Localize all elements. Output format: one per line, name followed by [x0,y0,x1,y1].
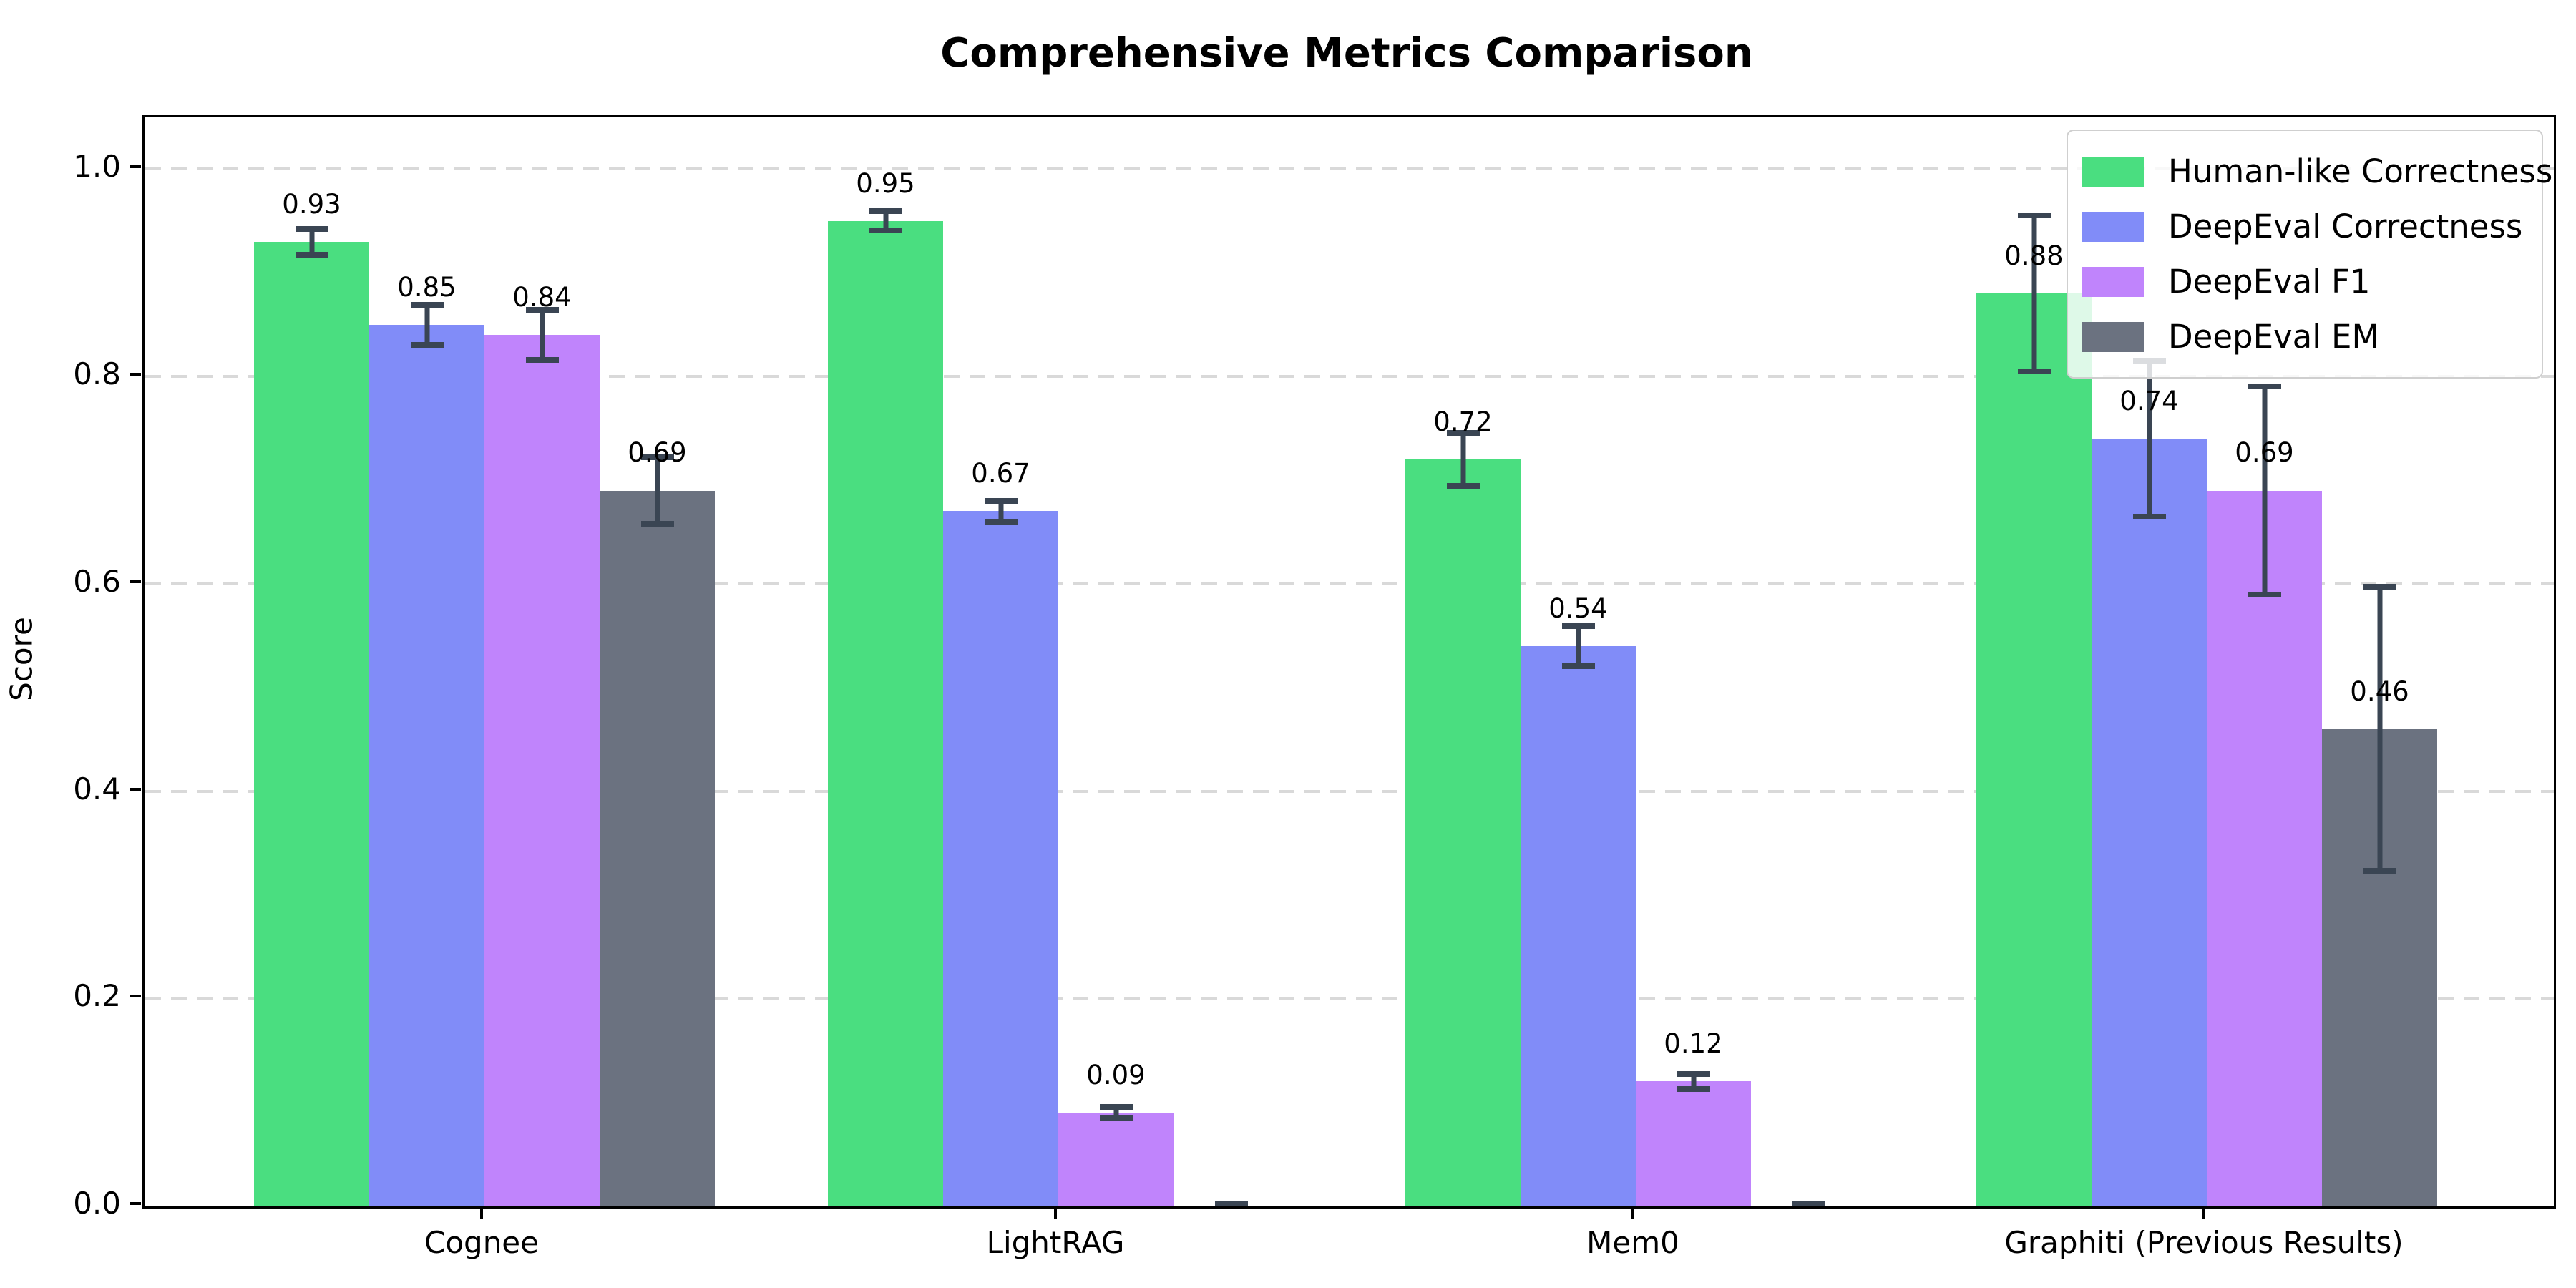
bar-value-label: 0.12 [1664,1028,1723,1060]
y-axis-tick [130,995,141,998]
gridline [145,167,2554,171]
y-tick-label: 0.6 [73,563,121,599]
bar-value-label: 0.72 [1433,406,1493,438]
error-bar [640,454,674,527]
y-axis-tick [130,580,141,583]
legend-swatch [2082,321,2144,352]
legend-item: DeepEval EM [2082,309,2527,364]
bar-deepeval-f1-graphiti-previous-results- [2207,490,2322,1206]
error-bar [295,226,328,258]
x-axis-tick [480,1207,483,1219]
legend-swatch [2082,156,2144,187]
bar-value-label: 0.54 [1548,592,1608,624]
y-tick-label: 0.8 [73,356,121,392]
error-bar [869,208,902,234]
x-axis-tick [2202,1207,2205,1219]
bar-deepeval-f1-mem0 [1636,1081,1751,1206]
error-bar [410,301,444,348]
x-axis-tick [1631,1207,1634,1219]
y-tick-label: 0.4 [73,771,121,806]
error-bar [1446,430,1480,489]
gridline [145,789,2554,793]
y-tick-label: 1.0 [73,149,121,185]
error-bar [1214,1200,1248,1206]
gridline [145,375,2554,379]
y-tick-label: 0.2 [73,978,121,1014]
y-axis-tick [130,165,141,169]
bar-deepeval-f1-cognee [484,335,600,1206]
legend-label: Human-like Correctness [2168,152,2553,190]
y-axis-tick [130,787,141,791]
bar-deepeval-em-cognee [600,490,715,1206]
bar-value-label: 0.84 [512,282,572,313]
bar-value-label: 0.88 [2004,240,2064,272]
y-axis-tick [130,373,141,376]
error-bar [2363,583,2396,874]
legend-item: DeepEval F1 [2082,254,2527,309]
bar-human-like-correctness-graphiti-previous-results- [1976,293,2092,1206]
bar-value-label: 0.67 [971,458,1030,489]
bar-value-label: 0.46 [2350,675,2409,707]
bar-deepeval-correctness-cognee [369,324,484,1206]
error-bar [1677,1070,1710,1092]
bar-value-label: 0.93 [282,188,341,220]
x-tick-label: Graphiti (Previous Results) [2004,1225,2404,1260]
error-bar [1792,1200,1825,1206]
legend: Human-like Correctness DeepEval Correctne… [2067,130,2552,379]
bar-deepeval-correctness-lightrag [943,511,1058,1206]
y-tick-label: 0.0 [73,1186,121,1221]
legend-swatch [2082,266,2144,297]
error-bar [525,307,559,364]
bar-value-label: 0.85 [397,271,457,303]
x-tick-label: Mem0 [1586,1225,1679,1260]
error-bar [1561,623,1595,669]
gridline [145,997,2554,1000]
legend-label: DeepEval Correctness [2168,208,2523,245]
x-tick-label: LightRAG [986,1225,1125,1260]
y-axis-label: Score [4,617,39,701]
bar-deepeval-correctness-mem0 [1521,645,1636,1206]
x-axis-tick [1054,1207,1057,1219]
bar-value-label: 0.69 [628,437,687,469]
legend-label: DeepEval EM [2168,318,2380,356]
bar-value-label: 0.69 [2235,437,2294,469]
bar-human-like-correctness-cognee [254,241,369,1206]
bar-value-label: 0.95 [856,167,915,199]
legend-item: Human-like Correctness [2082,144,2552,199]
error-bar [2132,358,2166,520]
bar-value-label: 0.74 [2119,386,2179,417]
bar-deepeval-correctness-graphiti-previous-results- [2092,439,2207,1206]
x-tick-label: Cognee [424,1225,539,1260]
error-bar [2248,384,2281,597]
error-bar [984,497,1018,525]
legend-item: DeepEval Correctness [2082,199,2527,254]
y-axis-tick [130,1202,141,1205]
chart-title: Comprehensive Metrics Comparison [940,30,1753,77]
bar-human-like-correctness-lightrag [828,220,943,1206]
legend-swatch [2082,211,2144,242]
legend-label: DeepEval F1 [2168,263,2371,301]
bar-human-like-correctness-mem0 [1405,459,1521,1206]
bar-deepeval-f1-lightrag [1058,1112,1174,1206]
bar-value-label: 0.09 [1086,1059,1146,1091]
error-bar [1099,1104,1133,1121]
gridline [145,582,2554,585]
error-bar [2017,213,2051,375]
